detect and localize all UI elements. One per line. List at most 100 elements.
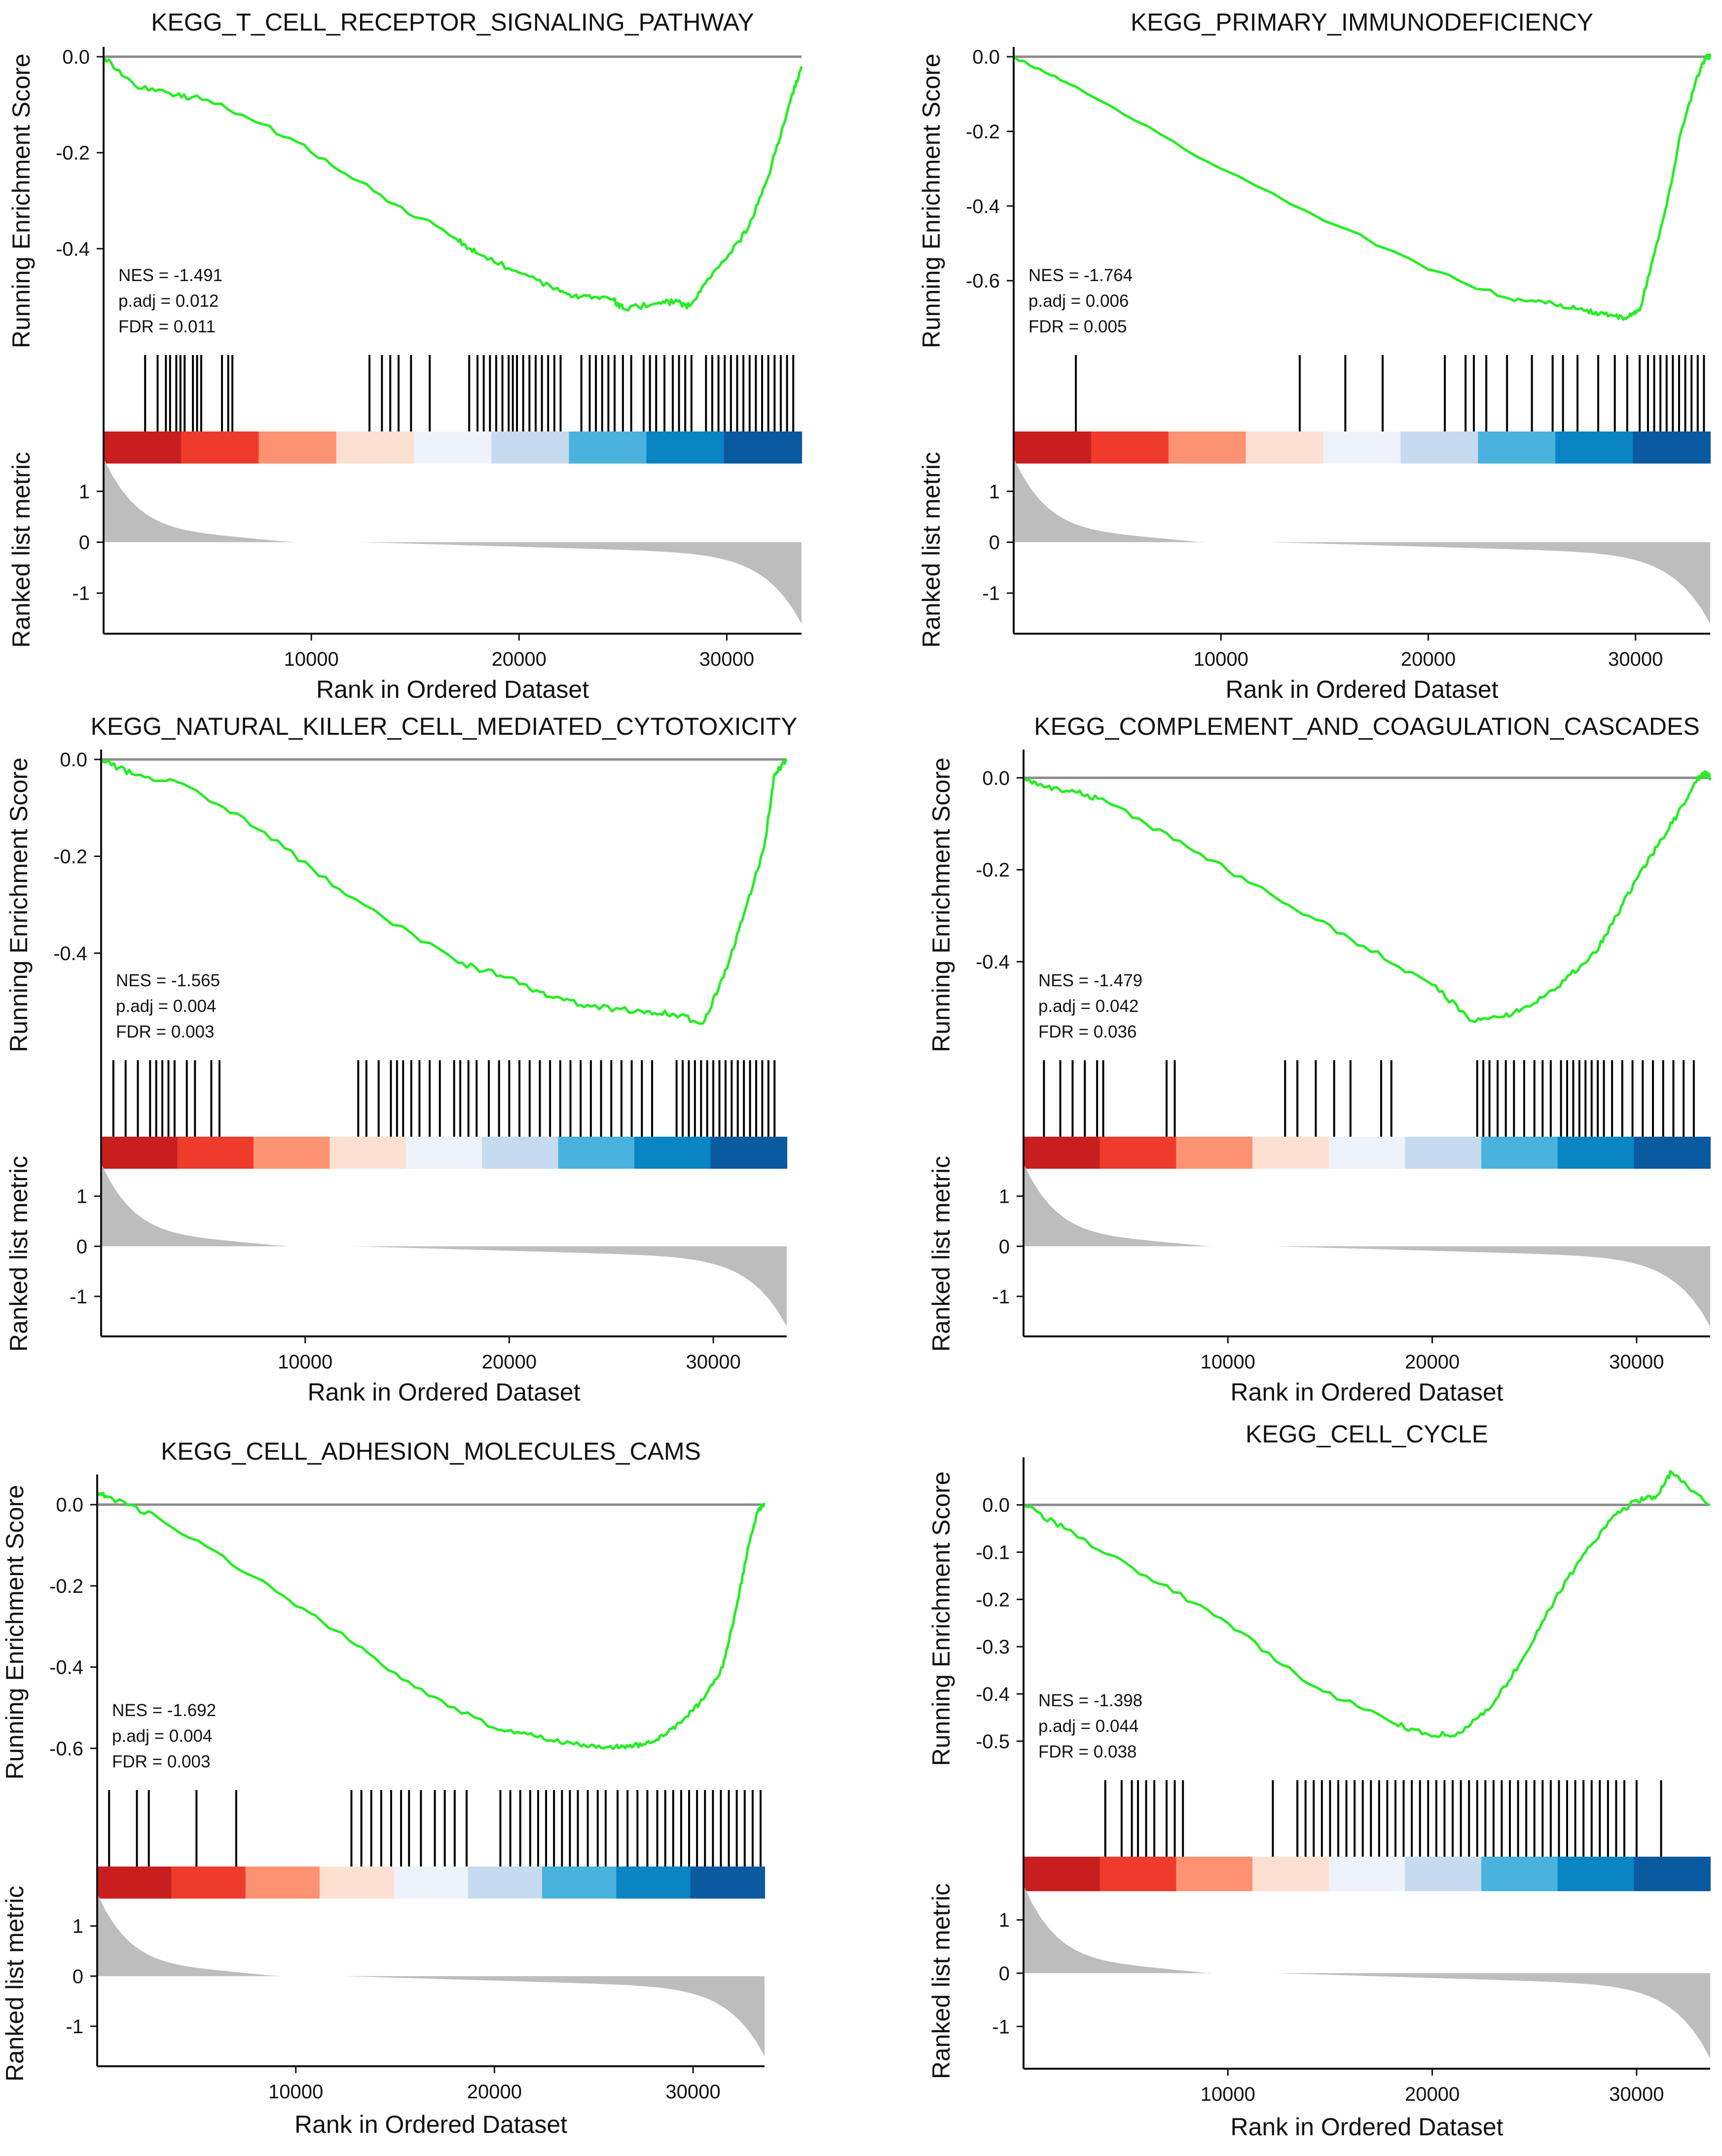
gsea-panel-6: KEGG_CELL_CYCLE 0.0 -0.1 -0.2 -0.3 -0.4 -0.5 NE… (927, 1420, 1711, 2141)
gsea-panel-2: KEGG_PRIMARY_IMMUNODEFICIENCY 0.0 -0.2 -0.4… (917, 8, 1712, 703)
es-tick-label: -0.2 (56, 143, 90, 164)
rank-color-segment (482, 1137, 559, 1169)
x-tick-label: 20000 (492, 648, 547, 670)
x-axis-label: Rank in Ordered Dataset (316, 676, 589, 703)
rank-color-segment (1557, 1137, 1635, 1169)
metric-tick-label: 0 (79, 532, 90, 554)
rank-color-segment (542, 1867, 617, 1899)
es-tick-label: -0.4 (56, 238, 90, 260)
es-tick-label: -0.2 (976, 860, 1010, 881)
panel-title: KEGG_T_CELL_RECEPTOR_SIGNALING_PATHWAY (151, 8, 754, 36)
x-tick-label: 20000 (467, 2081, 522, 2103)
rank-color-segment (1246, 431, 1324, 464)
rank-color-segment (413, 431, 492, 464)
es-y-axis-label: Running Enrichment Score (927, 1472, 955, 1766)
metric-tick-label: 1 (999, 1909, 1010, 1931)
es-tick-label: -0.6 (966, 270, 1000, 292)
metric-tick-label: 0 (999, 1236, 1010, 1258)
rank-color-segment (646, 431, 725, 464)
metric-tick-label: -1 (72, 583, 90, 605)
ranked-metric-area (1024, 1163, 1710, 1327)
rank-color-segment (1481, 1857, 1558, 1891)
es-y-axis-label: Running Enrichment Score (5, 757, 33, 1052)
rank-color-segment (320, 1867, 395, 1899)
nes-label: NES = -1.764 (1028, 266, 1133, 285)
panel-title: KEGG_CELL_ADHESION_MOLECULES_CAMS (161, 1437, 701, 1465)
rank-color-segment (1168, 431, 1246, 464)
es-tick-label: -0.2 (976, 1589, 1010, 1611)
x-axis-label: Rank in Ordered Dataset (307, 1378, 580, 1406)
metric-y-axis-label: Ranked list metric (917, 452, 945, 647)
es-tick-label: -0.4 (53, 943, 87, 965)
x-tick-label: 10000 (278, 1351, 332, 1373)
padj-label: p.adj = 0.004 (116, 997, 216, 1016)
es-tick-label: -0.1 (976, 1542, 1010, 1564)
panel-title: KEGG_COMPLEMENT_AND_COAGULATION_CASCADES (1034, 713, 1699, 740)
es-tick-label: -0.2 (49, 1576, 83, 1597)
metric-y-axis-label: Ranked list metric (5, 1156, 33, 1352)
rank-color-segment (1555, 431, 1634, 464)
rank-color-segment (1091, 431, 1169, 464)
rank-color-segment (1478, 431, 1556, 464)
rank-color-segment (1557, 1857, 1635, 1891)
x-tick-label: 10000 (1201, 2084, 1255, 2105)
rank-color-segment (177, 1137, 254, 1169)
ranked-metric-area (1024, 1885, 1710, 2059)
x-axis-label: Rank in Ordered Dataset (294, 2111, 567, 2138)
x-tick-label: 30000 (1609, 1351, 1664, 1373)
rank-color-segment (104, 431, 182, 464)
gsea-panel-3: KEGG_NATURAL_KILLER_CELL_MEDIATED_CYTOTO… (5, 713, 797, 1406)
enrichment-curve (1023, 1470, 1711, 1738)
metric-tick-label: 1 (73, 1916, 83, 1938)
metric-tick-label: -1 (66, 2016, 83, 2038)
rank-color-segment (1405, 1137, 1482, 1169)
x-tick-label: 30000 (699, 648, 754, 670)
es-tick-label: -0.4 (976, 1684, 1010, 1705)
rank-color-segment (491, 431, 570, 464)
rank-color-segment (1481, 1137, 1558, 1169)
rank-color-segment (1024, 1857, 1100, 1891)
metric-tick-label: 0 (989, 532, 1000, 554)
rank-color-segment (690, 1867, 765, 1899)
padj-label: p.adj = 0.042 (1038, 997, 1138, 1016)
enrichment-curve (102, 56, 803, 312)
metric-tick-label: 1 (76, 1186, 87, 1208)
es-y-axis-label: Running Enrichment Score (1, 1485, 29, 1780)
metric-tick-label: -1 (982, 583, 1000, 605)
rank-color-segment (253, 1137, 330, 1169)
fdr-label: FDR = 0.003 (112, 1752, 210, 1771)
es-tick-label: 0.0 (982, 1495, 1010, 1516)
rank-color-segment (1328, 1857, 1406, 1891)
nes-label: NES = -1.398 (1038, 1691, 1142, 1710)
enrichment-curve (1013, 53, 1712, 321)
rank-color-segment (1633, 431, 1711, 464)
metric-tick-label: 1 (79, 481, 90, 503)
rank-color-segment (336, 431, 414, 464)
metric-tick-label: 0 (73, 1966, 83, 1987)
es-y-axis-label: Running Enrichment Score (927, 757, 955, 1052)
es-tick-label: 0.0 (62, 46, 90, 68)
rank-color-segment (171, 1867, 246, 1899)
x-tick-label: 20000 (482, 1351, 537, 1373)
rank-color-segment (97, 1867, 172, 1899)
metric-tick-label: 1 (989, 481, 1000, 503)
nes-label: NES = -1.491 (118, 266, 222, 285)
rank-color-segment (1099, 1137, 1177, 1169)
panel-title: KEGG_PRIMARY_IMMUNODEFICIENCY (1131, 8, 1593, 36)
rank-color-segment (1099, 1857, 1177, 1891)
es-y-axis-label: Running Enrichment Score (917, 54, 945, 349)
es-y-axis-label: Running Enrichment Score (7, 54, 35, 349)
metric-tick-label: -1 (992, 2016, 1010, 2038)
padj-label: p.adj = 0.004 (112, 1726, 212, 1746)
rank-color-segment (1323, 431, 1401, 464)
metric-y-axis-label: Ranked list metric (927, 1883, 955, 2079)
metric-tick-label: 1 (999, 1186, 1010, 1208)
rank-color-segment (258, 431, 337, 464)
fdr-label: FDR = 0.003 (116, 1022, 214, 1042)
rank-color-segment (710, 1137, 787, 1169)
nes-label: NES = -1.692 (112, 1701, 216, 1720)
panel-title: KEGG_NATURAL_KILLER_CELL_MEDIATED_CYTOTO… (91, 713, 798, 740)
x-tick-label: 10000 (268, 2081, 323, 2103)
es-tick-label: 0.0 (972, 46, 1000, 68)
